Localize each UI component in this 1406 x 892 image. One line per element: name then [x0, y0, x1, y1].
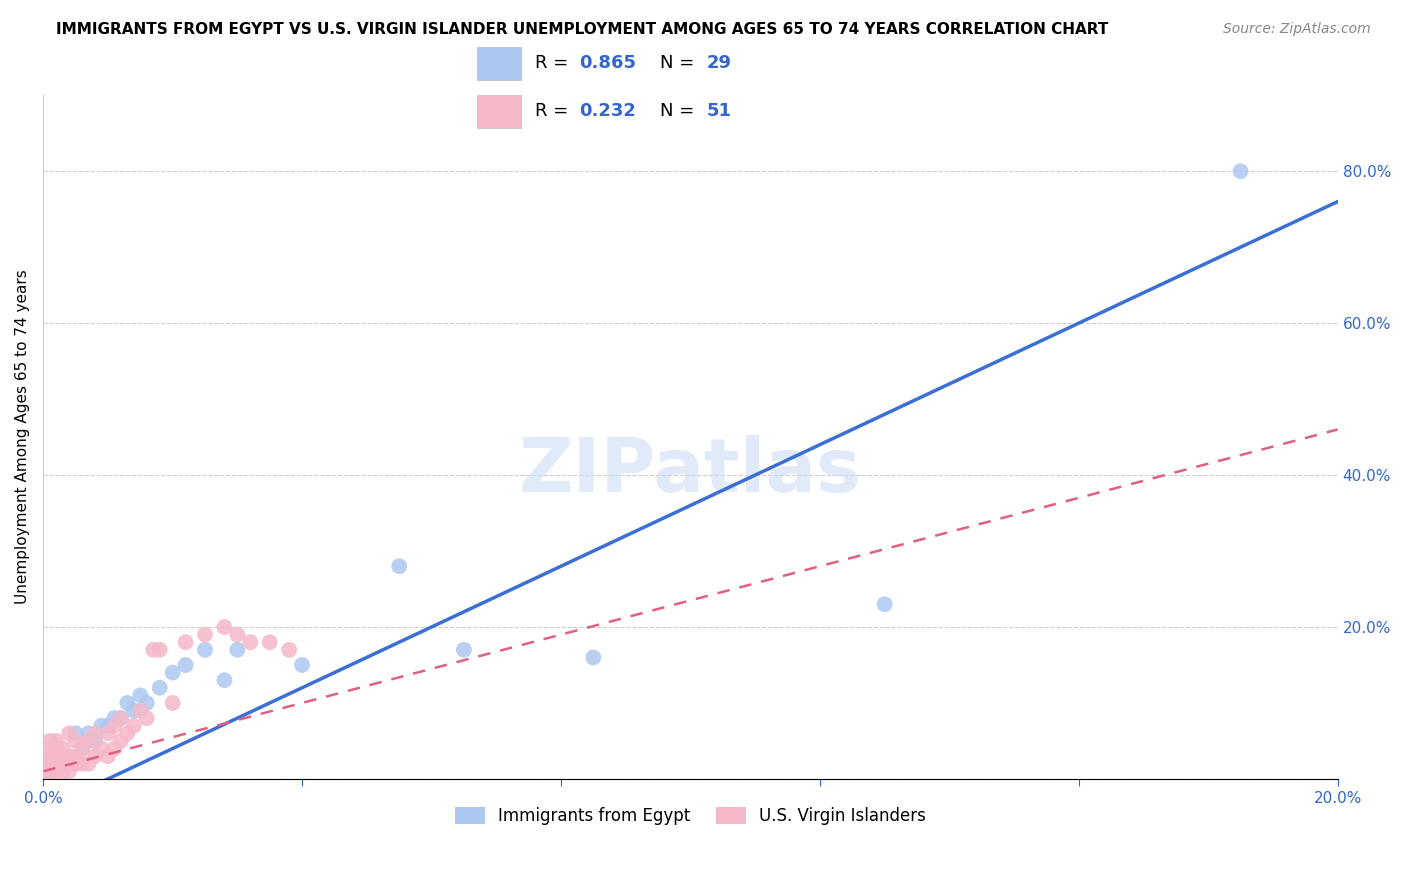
Legend: Immigrants from Egypt, U.S. Virgin Islanders: Immigrants from Egypt, U.S. Virgin Islan… [449, 801, 932, 832]
Point [65, 726, 87, 740]
Point [135, 696, 157, 710]
Text: N =: N = [659, 102, 700, 120]
Point [38, 764, 60, 779]
Point [58, 764, 80, 779]
Point [45, 756, 67, 771]
Text: 0.232: 0.232 [579, 102, 636, 120]
Text: N =: N = [659, 54, 700, 72]
Point [122, 719, 145, 733]
Point [52, 756, 75, 771]
Text: 0.865: 0.865 [579, 54, 636, 72]
Point [45, 764, 67, 779]
Point [65, 756, 87, 771]
Point [103, 711, 125, 725]
Point [873, 597, 896, 611]
Point [122, 704, 145, 718]
Point [84, 734, 107, 748]
Point [58, 756, 80, 771]
FancyBboxPatch shape [478, 47, 522, 79]
Point [149, 642, 172, 657]
Point [129, 704, 152, 718]
Text: ZIPatlas: ZIPatlas [519, 434, 862, 508]
Text: 51: 51 [707, 102, 733, 120]
Point [135, 711, 157, 725]
Point [97, 719, 120, 733]
Point [110, 711, 132, 725]
Point [77, 734, 100, 748]
Point [65, 756, 87, 771]
Point [174, 635, 197, 649]
Point [77, 726, 100, 740]
Point [38, 749, 60, 764]
Point [226, 642, 249, 657]
Point [117, 726, 139, 740]
Point [129, 689, 152, 703]
Point [103, 719, 125, 733]
Point [38, 764, 60, 779]
Point [174, 657, 197, 672]
Text: R =: R = [534, 54, 574, 72]
Point [58, 749, 80, 764]
Point [70, 741, 93, 756]
Point [117, 696, 139, 710]
Point [388, 559, 411, 574]
Point [70, 756, 93, 771]
Point [65, 734, 87, 748]
Point [52, 749, 75, 764]
Point [162, 696, 184, 710]
Point [38, 741, 60, 756]
Point [214, 620, 236, 634]
Point [110, 711, 132, 725]
Point [1229, 164, 1251, 178]
Point [291, 657, 314, 672]
Point [103, 741, 125, 756]
Point [45, 741, 67, 756]
Point [239, 635, 262, 649]
Text: 29: 29 [707, 54, 733, 72]
Point [162, 665, 184, 680]
Point [77, 756, 100, 771]
Point [278, 642, 301, 657]
Point [97, 726, 120, 740]
Point [110, 734, 132, 748]
Point [52, 749, 75, 764]
Point [84, 749, 107, 764]
Point [38, 764, 60, 779]
Y-axis label: Unemployment Among Ages 65 to 74 years: Unemployment Among Ages 65 to 74 years [15, 269, 30, 605]
Point [84, 726, 107, 740]
Point [149, 681, 172, 695]
Point [45, 734, 67, 748]
Point [582, 650, 605, 665]
Point [226, 627, 249, 641]
Point [45, 756, 67, 771]
Point [58, 756, 80, 771]
Point [70, 741, 93, 756]
Point [142, 642, 165, 657]
Point [453, 642, 475, 657]
FancyBboxPatch shape [478, 95, 522, 128]
Point [58, 726, 80, 740]
Point [52, 764, 75, 779]
Point [32, 756, 55, 771]
Point [90, 719, 112, 733]
Point [90, 741, 112, 756]
Point [38, 734, 60, 748]
Point [259, 635, 281, 649]
Point [194, 627, 217, 641]
Point [97, 749, 120, 764]
Point [52, 741, 75, 756]
Text: IMMIGRANTS FROM EGYPT VS U.S. VIRGIN ISLANDER UNEMPLOYMENT AMONG AGES 65 TO 74 Y: IMMIGRANTS FROM EGYPT VS U.S. VIRGIN ISL… [56, 22, 1108, 37]
Point [194, 642, 217, 657]
Point [32, 764, 55, 779]
Point [45, 749, 67, 764]
Text: Source: ZipAtlas.com: Source: ZipAtlas.com [1223, 22, 1371, 37]
Point [65, 749, 87, 764]
Text: R =: R = [534, 102, 574, 120]
Point [214, 673, 236, 688]
Point [38, 756, 60, 771]
